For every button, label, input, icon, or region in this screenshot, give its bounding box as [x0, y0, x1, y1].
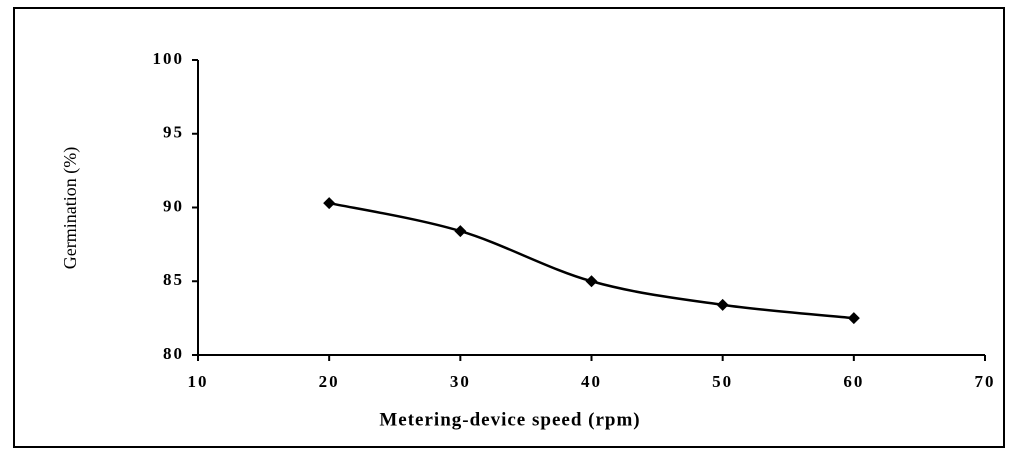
y-tick-label: 90 — [163, 196, 184, 215]
x-tick-label: 10 — [188, 372, 209, 391]
x-tick-label: 50 — [712, 372, 733, 391]
y-tick-label: 100 — [153, 49, 185, 68]
x-tick-label: 60 — [843, 372, 864, 391]
x-tick-label: 20 — [319, 372, 340, 391]
y-tick-label: 85 — [163, 270, 184, 289]
data-point — [585, 275, 598, 288]
data-point — [847, 312, 860, 325]
chart-frame — [13, 7, 1005, 448]
x-tick-label: 70 — [975, 372, 996, 391]
y-axis-title: Germination (%) — [60, 147, 81, 269]
x-tick-label: 30 — [450, 372, 471, 391]
x-axis-title: Metering-device speed (rpm) — [379, 409, 640, 430]
data-point — [323, 197, 336, 210]
data-point — [716, 298, 729, 311]
y-tick-label: 80 — [163, 344, 184, 363]
series-line — [328, 201, 854, 320]
y-tick-label: 95 — [163, 123, 184, 142]
x-tick-label: 40 — [581, 372, 602, 391]
data-point — [454, 225, 467, 238]
